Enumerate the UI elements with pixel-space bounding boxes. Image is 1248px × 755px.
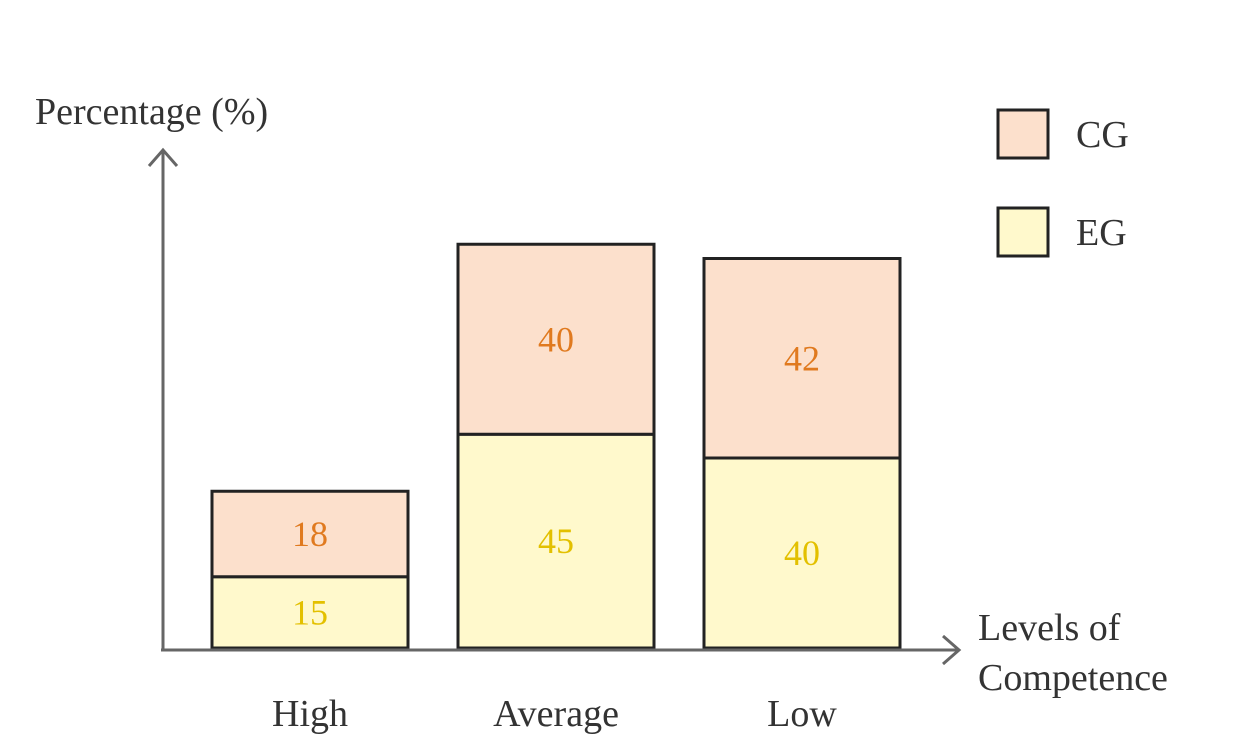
legend-label-eg: EG: [1076, 212, 1127, 254]
bar-segment-eg-high: [210, 575, 410, 650]
y-axis-arrow: [147, 147, 179, 167]
x-axis-label-line2: Competence: [978, 657, 1168, 699]
axes-layer: [147, 147, 962, 666]
x-tick-label-average: Average: [493, 693, 619, 735]
bar-segment-cg-high: [210, 489, 410, 579]
data-label-cg-average: 40: [538, 319, 574, 359]
bar-segment-eg-low: [702, 456, 902, 650]
x-axis-label-line1: Levels of: [978, 607, 1121, 649]
data-label-eg-average: 45: [538, 521, 574, 561]
x-tick-label-high: High: [272, 693, 348, 735]
x-tick-label-low: Low: [767, 693, 837, 735]
x-axis-arrow: [942, 634, 962, 666]
bar-segment-cg-low: [702, 257, 902, 460]
bar-segment-cg-average: [456, 242, 656, 436]
legend-swatch-cg: [996, 108, 1050, 160]
data-label-eg-high: 15: [292, 592, 328, 632]
legend: CG EG: [996, 108, 1129, 258]
legend-swatch-eg: [996, 206, 1050, 258]
y-axis-label: Percentage (%): [35, 91, 268, 133]
data-label-eg-low: 40: [784, 533, 820, 573]
x-tick-labels: High Average Low: [272, 693, 837, 735]
bars-layer: 15 18 45 40 40 42: [210, 242, 902, 650]
data-label-cg-high: 18: [292, 514, 328, 554]
data-label-cg-low: 42: [784, 338, 820, 378]
legend-label-cg: CG: [1076, 114, 1129, 156]
